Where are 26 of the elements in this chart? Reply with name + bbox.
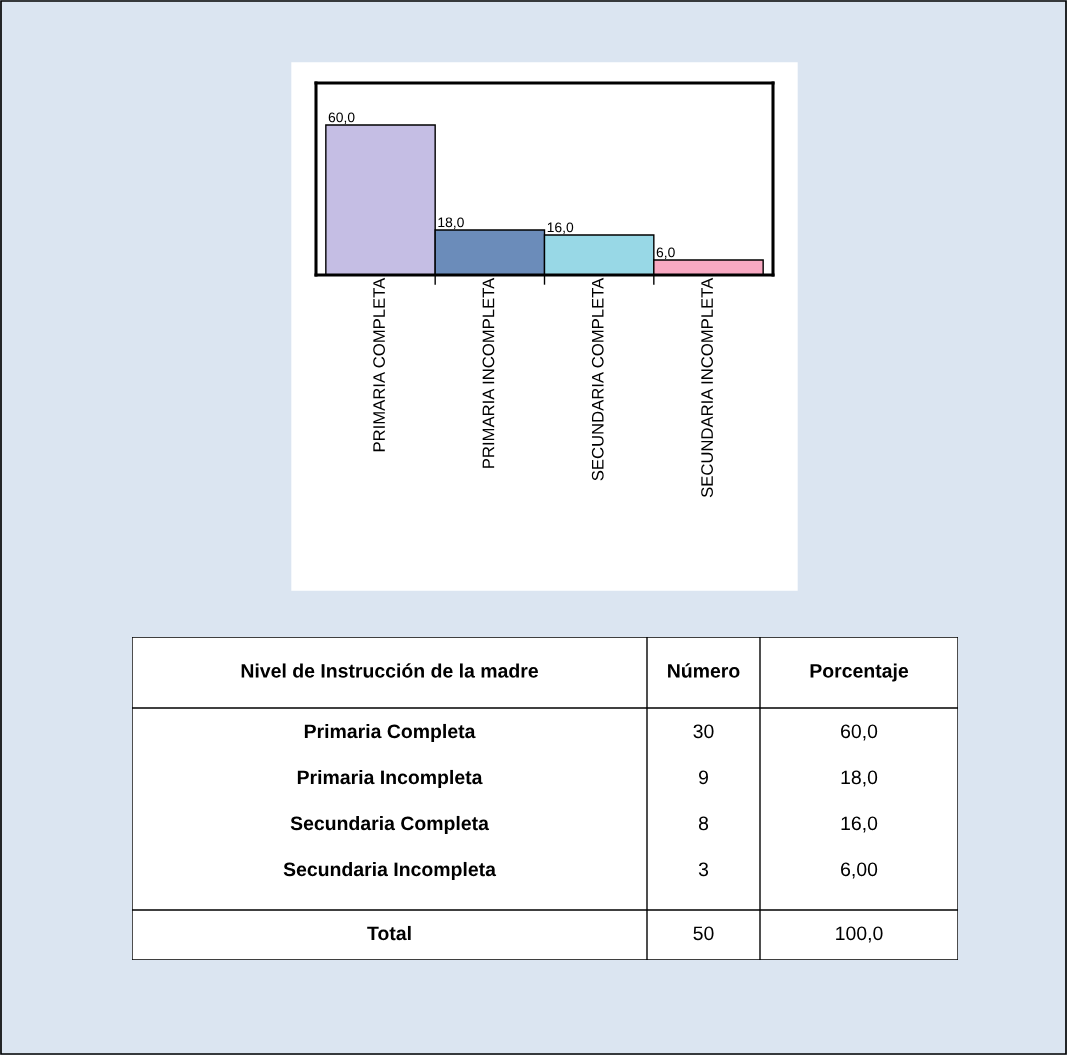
text: Nivel de Instrucción de la madre xyxy=(241,663,538,678)
category-label: Secundaria Completa xyxy=(290,815,490,835)
x-tick-label: SECUNDARIA INCOMPLETA xyxy=(701,277,713,498)
series-label: Número xyxy=(668,663,740,678)
data-label: 8 xyxy=(698,816,709,831)
category-label: Primaria Incompleta xyxy=(297,769,483,789)
data-label: 16,0 xyxy=(547,222,574,234)
data-label: 60,0 xyxy=(328,112,355,124)
data-label: 30 xyxy=(693,724,714,739)
category-label: Total xyxy=(367,925,411,941)
x-tick-label: PRIMARIA COMPLETA xyxy=(373,277,385,452)
data-label: 18,0 xyxy=(438,217,464,229)
x-tick-label: SECUNDARIA COMPLETA xyxy=(591,277,604,481)
category-label: Secundaria Incompleta xyxy=(283,861,497,881)
data-label: 3 xyxy=(698,862,709,877)
data-label: 100,0 xyxy=(836,926,883,943)
data-label: 6,0 xyxy=(656,247,675,259)
data-label: 9 xyxy=(699,770,708,785)
data-label: 16,0 xyxy=(841,816,878,833)
data-label: 18,0 xyxy=(841,770,878,787)
category-label: Primaria Completa xyxy=(304,723,476,743)
data-label: 50 xyxy=(693,926,714,941)
text: Porcentaje xyxy=(810,663,909,682)
x-tick-label: PRIMARIA INCOMPLETA xyxy=(482,277,495,468)
data-label: 6,00 xyxy=(841,862,878,879)
data-label: 60,0 xyxy=(841,724,878,741)
